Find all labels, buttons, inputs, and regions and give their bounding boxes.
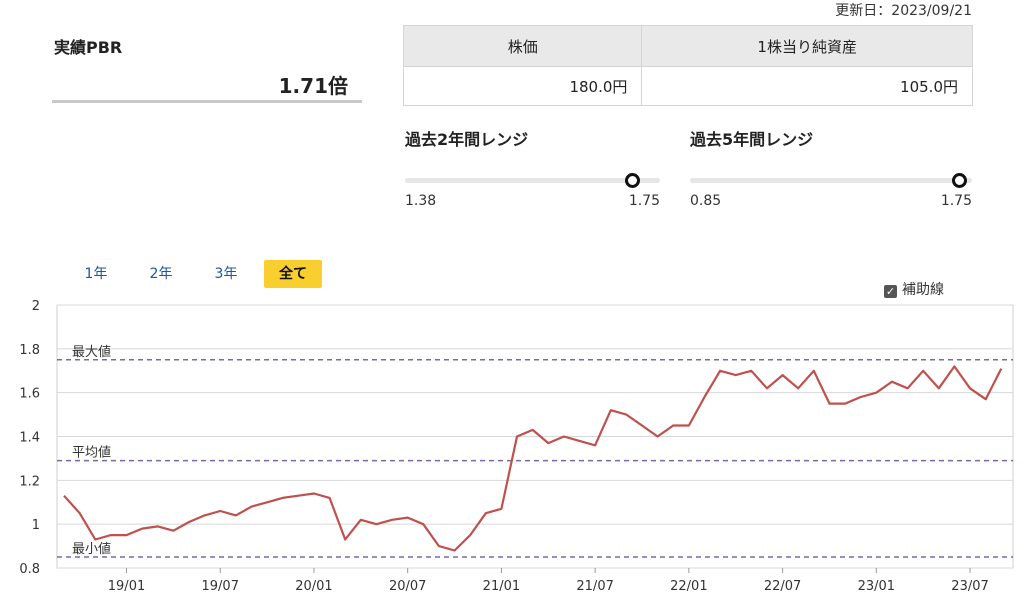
range-5y-min: 0.85 — [690, 193, 722, 209]
tab-1y[interactable]: 1年 — [84, 266, 108, 282]
range-2y-marker — [624, 173, 640, 188]
y-tick-label: 1.2 — [19, 474, 40, 489]
checkbox-checked-icon[interactable]: ✓ — [884, 285, 897, 298]
pbr-value: 1.71倍 — [278, 74, 348, 98]
range-2y-max: 1.75 — [628, 193, 660, 209]
x-tick-label: 21/01 — [483, 579, 520, 594]
range-5y-track — [690, 178, 972, 183]
x-tick-label: 19/07 — [202, 579, 239, 594]
x-tick-label: 19/01 — [108, 579, 145, 594]
stock-price-header: 株価 — [402, 25, 643, 67]
x-tick-label: 21/07 — [576, 579, 613, 594]
range-5y-title: 過去5年間レンジ — [690, 130, 814, 149]
y-tick-label: 0.8 — [19, 562, 40, 577]
y-tick-label: 1.8 — [19, 343, 40, 358]
range-5y-marker — [951, 173, 967, 188]
x-tick-label: 23/01 — [858, 579, 895, 594]
bps-header: 1株当り純資産 — [641, 25, 973, 67]
tab-2y[interactable]: 2年 — [149, 266, 173, 282]
pbr-underline — [52, 100, 362, 103]
range-2y-track — [405, 178, 660, 183]
x-tick-label: 23/07 — [951, 579, 988, 594]
x-tick-label: 22/01 — [670, 579, 707, 594]
stock-price-value: 180.0円 — [402, 66, 643, 106]
tab-all[interactable]: 全て — [264, 260, 322, 288]
reference-label: 平均値 — [72, 445, 111, 461]
update-date: 更新日：2023/09/21 — [835, 3, 972, 19]
range-2y-title: 過去2年間レンジ — [405, 130, 529, 149]
tab-3y[interactable]: 3年 — [214, 266, 238, 282]
range-5y-max: 1.75 — [940, 193, 972, 209]
x-tick-label: 20/01 — [295, 579, 332, 594]
reference-label: 最小値 — [72, 541, 111, 557]
x-tick-label: 22/07 — [764, 579, 801, 594]
bps-value: 105.0円 — [641, 66, 973, 106]
y-tick-label: 1 — [32, 518, 40, 533]
range-2y-min: 1.38 — [405, 193, 437, 209]
aux-lines-label: 補助線 — [902, 282, 944, 298]
y-tick-label: 1.4 — [19, 431, 40, 446]
reference-label: 最大値 — [72, 344, 111, 360]
pbr-series-line — [63, 365, 1003, 552]
x-tick-label: 20/07 — [389, 579, 426, 594]
y-tick-label: 2 — [32, 299, 40, 314]
y-tick-label: 1.6 — [19, 387, 40, 402]
pbr-label: 実績PBR — [54, 38, 123, 57]
price-table: 株価 1株当り純資産 180.0円 105.0円 — [402, 25, 973, 106]
aux-lines-toggle[interactable]: ✓ 補助線 — [884, 279, 944, 299]
